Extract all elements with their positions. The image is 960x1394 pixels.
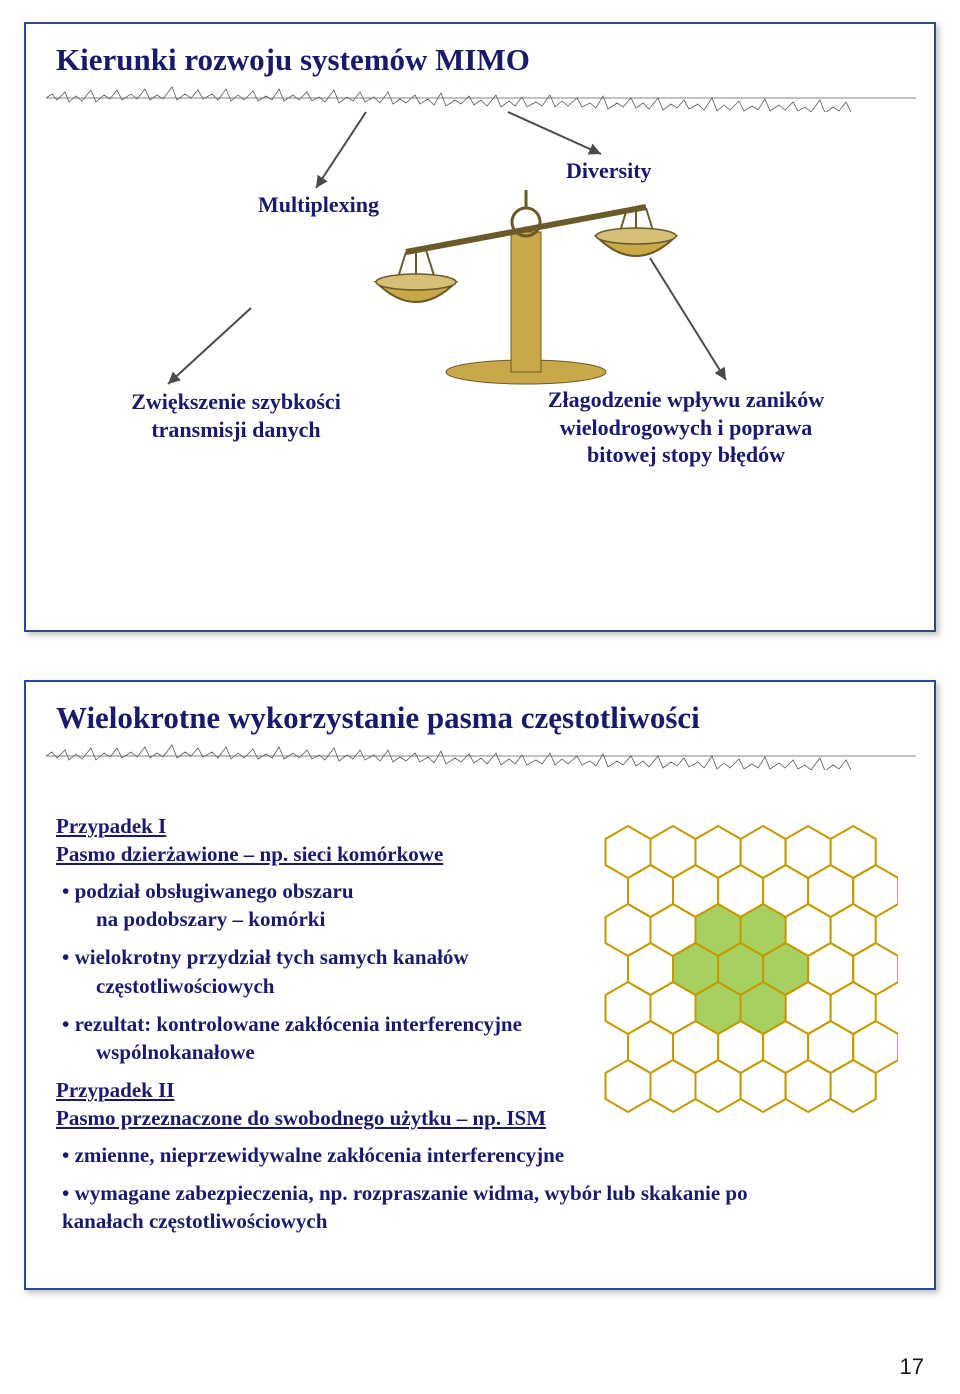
case1-block: Przypadek I Pasmo dzierżawione – np. sie… [56, 812, 616, 1077]
branch-left-text: Zwiększenie szybkości transmisji danych [106, 388, 366, 443]
branch-right-text: Złagodzenie wpływu zaników wielodrogowyc… [526, 386, 846, 469]
balance-scale-icon [356, 172, 696, 392]
arrow-to-diversity [506, 110, 626, 170]
waveform-divider [46, 84, 916, 112]
slide-1: Kierunki rozwoju systemów MIMO Multiplex… [24, 22, 936, 632]
arrow-right-branch [646, 254, 766, 394]
list-item: rezultat: kontrolowane zakłócenia interf… [62, 1010, 616, 1067]
page-number: 17 [900, 1354, 924, 1380]
arrow-left-branch [156, 304, 256, 394]
case1-head1: Przypadek I [56, 812, 616, 840]
hex-cell-diagram [598, 822, 898, 1122]
case1-bullets: podział obsługiwanego obszaruna podobsza… [62, 877, 616, 1067]
waveform-divider-2 [46, 742, 916, 770]
case1-head2: Pasmo dzierżawione – np. sieci komórkowe [56, 840, 616, 868]
list-item: wielokrotny przydział tych samych kanałó… [62, 943, 616, 1000]
slide1-title: Kierunki rozwoju systemów MIMO [56, 42, 530, 78]
list-item: podział obsługiwanego obszaruna podobsza… [62, 877, 616, 934]
slide2-title: Wielokrotne wykorzystanie pasma częstotl… [56, 700, 700, 736]
case2-bullets: zmienne, nieprzewidywalne zakłócenia int… [62, 1141, 776, 1236]
list-item: wymagane zabezpieczenia, np. rozpraszani… [62, 1179, 776, 1236]
list-item: zmienne, nieprzewidywalne zakłócenia int… [62, 1141, 776, 1169]
slide-2: Wielokrotne wykorzystanie pasma częstotl… [24, 680, 936, 1290]
